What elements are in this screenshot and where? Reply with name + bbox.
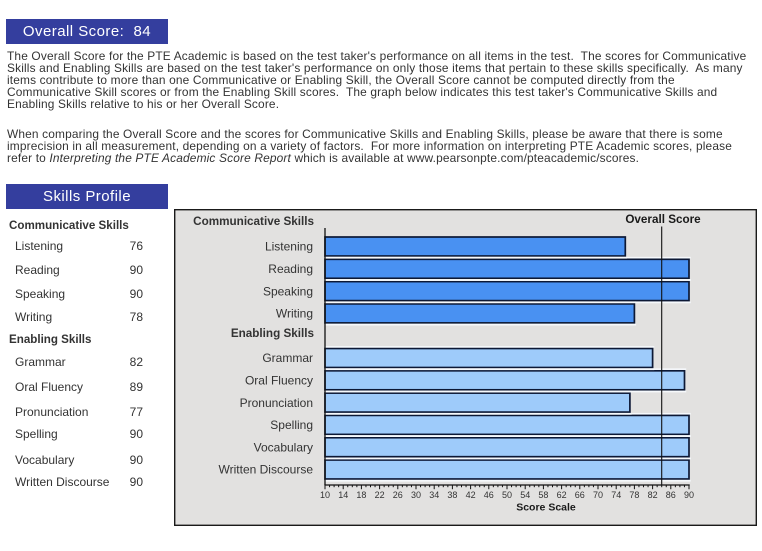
svg-text:Vocabulary: Vocabulary [254, 440, 313, 454]
svg-text:Oral Fluency: Oral Fluency [245, 374, 313, 388]
svg-text:Grammar: Grammar [262, 351, 313, 365]
svg-text:14: 14 [338, 490, 348, 500]
svg-text:Writing: Writing [276, 307, 313, 321]
svg-text:Enabling Skills: Enabling Skills [231, 327, 315, 340]
svg-text:Score Scale: Score Scale [516, 502, 576, 514]
svg-text:62: 62 [557, 490, 567, 500]
svg-text:74: 74 [611, 490, 621, 500]
svg-text:54: 54 [520, 490, 530, 500]
svg-text:38: 38 [447, 490, 457, 500]
svg-text:82: 82 [648, 490, 658, 500]
svg-text:10: 10 [320, 490, 330, 500]
svg-text:18: 18 [356, 490, 366, 500]
svg-text:90: 90 [684, 490, 694, 500]
svg-text:Communicative Skills: Communicative Skills [193, 215, 314, 228]
svg-text:Spelling: Spelling [270, 418, 313, 432]
svg-text:Pronunciation: Pronunciation [240, 396, 313, 410]
svg-text:50: 50 [502, 490, 512, 500]
svg-text:26: 26 [393, 490, 403, 500]
svg-text:30: 30 [411, 490, 421, 500]
svg-text:Listening: Listening [265, 240, 313, 254]
svg-text:78: 78 [629, 490, 639, 500]
svg-text:Reading: Reading [268, 262, 313, 276]
svg-text:Written Discourse: Written Discourse [219, 463, 314, 477]
svg-text:86: 86 [666, 490, 676, 500]
svg-text:Speaking: Speaking [263, 284, 313, 298]
svg-text:46: 46 [484, 490, 494, 500]
svg-text:70: 70 [593, 490, 603, 500]
svg-text:66: 66 [575, 490, 585, 500]
svg-text:22: 22 [375, 490, 385, 500]
svg-text:42: 42 [466, 490, 476, 500]
svg-text:34: 34 [429, 490, 439, 500]
svg-text:Overall Score: Overall Score [625, 213, 701, 226]
svg-text:58: 58 [538, 490, 548, 500]
